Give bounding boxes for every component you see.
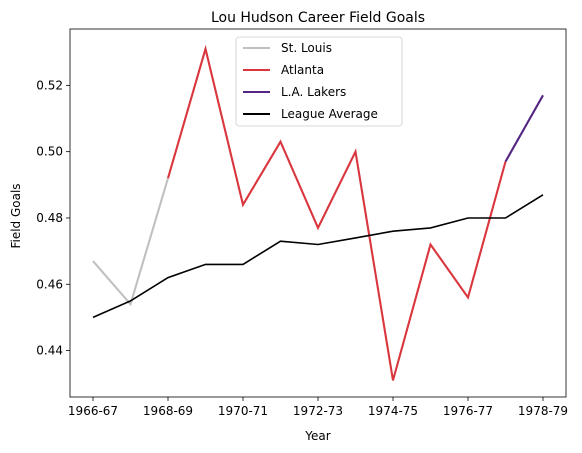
x-axis: 1966-67 1968-69 1970-71 1972-73 1974-75 1976-… (68, 397, 568, 418)
y-tick-label: 0.48 (36, 211, 63, 225)
series-line-st-louis (92, 177, 170, 307)
series-line-l-a-lakers (504, 94, 544, 163)
legend-label-st-louis: St. Louis (281, 41, 332, 55)
series-line-league-average (92, 194, 544, 319)
x-tick-label: 1968-69 (143, 404, 193, 418)
x-tick-label: 1974-75 (368, 404, 418, 418)
x-tick-label: 1970-71 (218, 404, 268, 418)
plot-area (92, 44, 544, 381)
series-line-atlanta (166, 44, 507, 381)
y-axis: 0.44 0.46 0.48 0.50 0.52 (36, 78, 70, 358)
y-tick-label: 0.44 (36, 344, 63, 358)
legend-box (235, 36, 403, 127)
legend-label-league-average: League Average (281, 107, 378, 121)
legend: St. Louis Atlanta L.A. Lakers League Averag… (235, 36, 403, 127)
y-tick-label: 0.52 (36, 78, 63, 92)
x-tick-label: 1972-73 (293, 404, 343, 418)
legend-label-l-a-lakers: L.A. Lakers (281, 85, 346, 99)
x-tick-label: 1966-67 (68, 404, 118, 418)
x-tick-label: 1976-77 (443, 404, 493, 418)
chart-title: Lou Hudson Career Field Goals (211, 10, 425, 26)
x-tick-label: 1978-79 (518, 404, 568, 418)
y-tick-label: 0.46 (36, 277, 63, 291)
y-axis-label: Field Goals (9, 183, 23, 248)
y-tick-label: 0.50 (36, 145, 63, 159)
x-axis-label: Year (304, 429, 330, 443)
legend-label-atlanta: Atlanta (281, 63, 324, 77)
